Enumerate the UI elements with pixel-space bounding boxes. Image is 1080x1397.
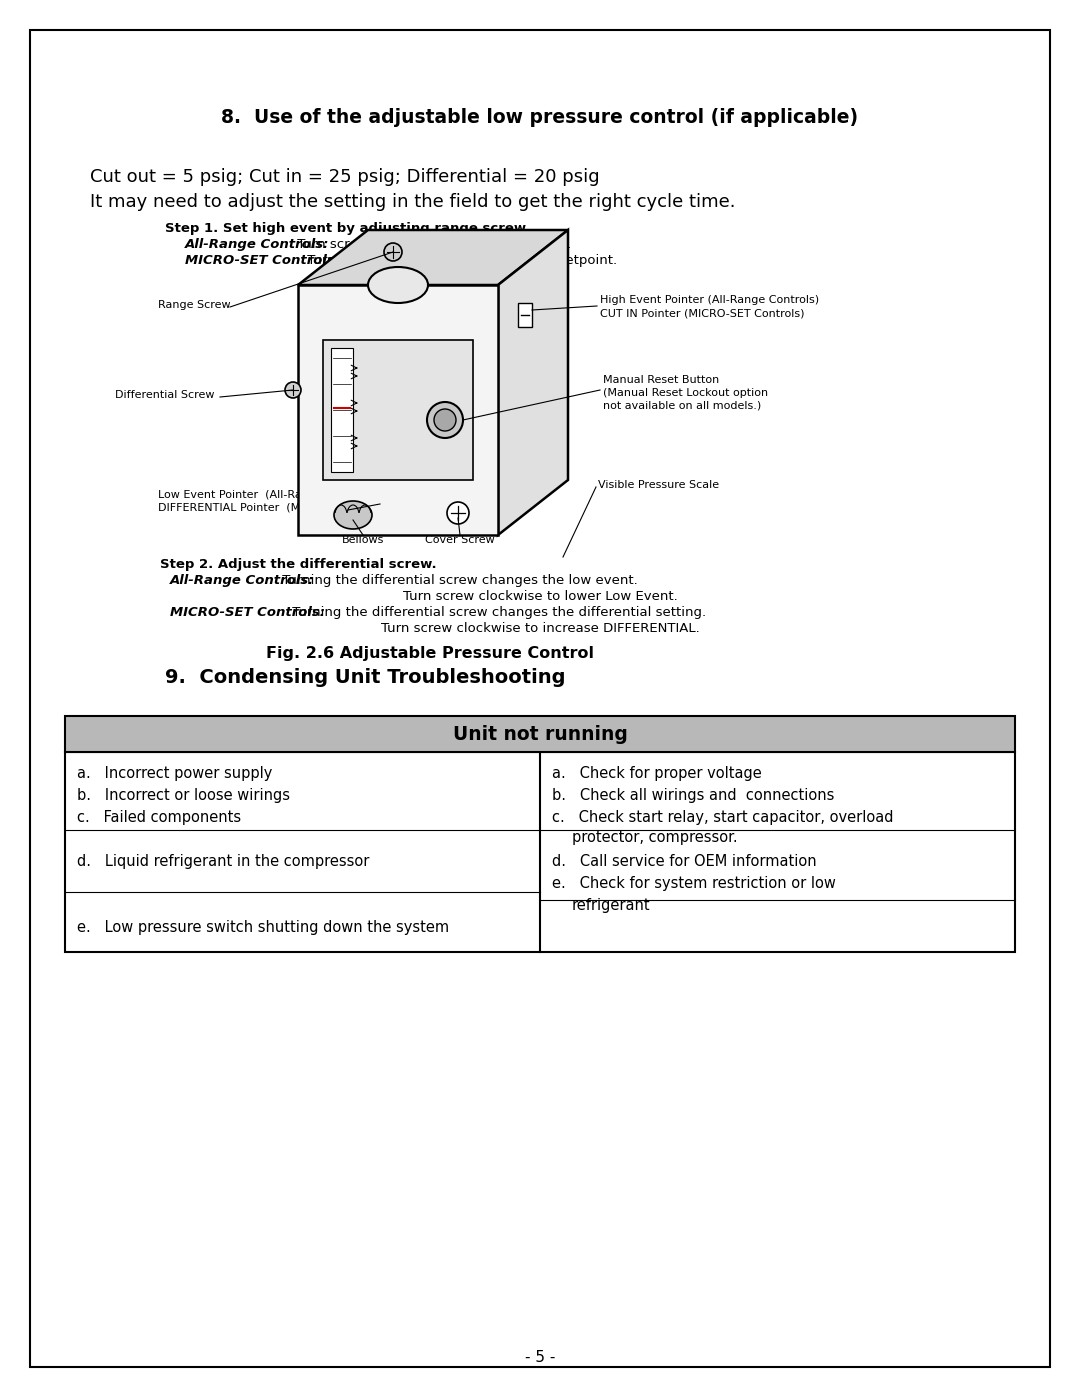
- Text: Turn screw clockwise to lower Low Event.: Turn screw clockwise to lower Low Event.: [403, 590, 677, 604]
- Text: b.   Check all wirings and  connections: b. Check all wirings and connections: [552, 788, 835, 803]
- Text: All-Range Controls:: All-Range Controls:: [170, 574, 314, 587]
- Text: Manual Reset Button: Manual Reset Button: [603, 374, 719, 386]
- Text: - 5 -: - 5 -: [525, 1350, 555, 1365]
- Text: 8.  Use of the adjustable low pressure control (if applicable): 8. Use of the adjustable low pressure co…: [221, 108, 859, 127]
- Text: e.   Low pressure switch shutting down the system: e. Low pressure switch shutting down the…: [77, 921, 449, 935]
- Bar: [518, 303, 532, 327]
- Text: (Manual Reset Lockout option: (Manual Reset Lockout option: [603, 388, 768, 398]
- Text: not available on all models.): not available on all models.): [603, 401, 761, 411]
- Text: Cover Screw: Cover Screw: [426, 535, 495, 545]
- Text: Range Screw: Range Screw: [158, 300, 231, 310]
- Text: Differential Screw: Differential Screw: [114, 390, 215, 400]
- Bar: [65, 717, 1015, 752]
- Text: Turn screw clockwise to increase DIFFERENTIAL.: Turn screw clockwise to increase DIFFERE…: [380, 622, 700, 636]
- Text: c.   Check start relay, start capacitor, overload: c. Check start relay, start capacitor, o…: [552, 810, 893, 826]
- Text: High Event Pointer (All-Range Controls): High Event Pointer (All-Range Controls): [600, 295, 819, 305]
- Text: MICRO-SET Controls:: MICRO-SET Controls:: [170, 606, 325, 619]
- Circle shape: [434, 409, 456, 432]
- Text: Step 1. Set high event by adjusting range screw.: Step 1. Set high event by adjusting rang…: [165, 222, 530, 235]
- Text: MICRO-SET Controls:: MICRO-SET Controls:: [185, 254, 340, 267]
- Text: Turn screw clockwise to lower CUT IN setpoint.: Turn screw clockwise to lower CUT IN set…: [303, 254, 617, 267]
- Ellipse shape: [368, 267, 428, 303]
- Text: Unit not running: Unit not running: [453, 725, 627, 743]
- Bar: [323, 339, 473, 481]
- Circle shape: [427, 402, 463, 439]
- Polygon shape: [498, 231, 568, 535]
- Text: Cut out = 5 psig; Cut in = 25 psig; Differential = 20 psig: Cut out = 5 psig; Cut in = 25 psig; Diff…: [90, 168, 599, 186]
- Circle shape: [447, 502, 469, 524]
- Bar: [65, 752, 1015, 951]
- Polygon shape: [298, 231, 568, 285]
- Text: b.   Incorrect or loose wirings: b. Incorrect or loose wirings: [77, 788, 291, 803]
- Text: All-Range Controls:: All-Range Controls:: [185, 237, 329, 251]
- Text: Turn screw clockwise to raise high event.: Turn screw clockwise to raise high event…: [293, 237, 571, 251]
- Text: protector, compressor.: protector, compressor.: [572, 830, 738, 845]
- Text: a.   Incorrect power supply: a. Incorrect power supply: [77, 766, 272, 781]
- Text: It may need to adjust the setting in the field to get the right cycle time.: It may need to adjust the setting in the…: [90, 193, 735, 211]
- Text: Fig. 2.6 Adjustable Pressure Control: Fig. 2.6 Adjustable Pressure Control: [266, 645, 594, 661]
- Text: CUT IN Pointer (MICRO-SET Controls): CUT IN Pointer (MICRO-SET Controls): [600, 307, 805, 319]
- Text: DIFFERENTIAL Pointer  (MICRO-SET Controls): DIFFERENTIAL Pointer (MICRO-SET Controls…: [158, 503, 407, 513]
- Text: e.   Check for system restriction or low: e. Check for system restriction or low: [552, 876, 836, 891]
- Text: Turning the differential screw changes the differential setting.: Turning the differential screw changes t…: [288, 606, 706, 619]
- Circle shape: [384, 243, 402, 261]
- Text: c.   Failed components: c. Failed components: [77, 810, 241, 826]
- Text: Low Event Pointer  (All-Range Controls): Low Event Pointer (All-Range Controls): [158, 490, 377, 500]
- Text: d.   Call service for OEM information: d. Call service for OEM information: [552, 854, 816, 869]
- Text: Bellows: Bellows: [341, 535, 384, 545]
- Text: 9.  Condensing Unit Troubleshooting: 9. Condensing Unit Troubleshooting: [165, 668, 566, 687]
- Circle shape: [285, 381, 301, 398]
- Text: Visible Pressure Scale: Visible Pressure Scale: [598, 481, 719, 490]
- Text: refrigerant: refrigerant: [572, 898, 650, 914]
- Text: a.   Check for proper voltage: a. Check for proper voltage: [552, 766, 761, 781]
- Text: Turning the differential screw changes the low event.: Turning the differential screw changes t…: [278, 574, 638, 587]
- Polygon shape: [298, 285, 498, 535]
- Ellipse shape: [334, 502, 372, 529]
- Text: d.   Liquid refrigerant in the compressor: d. Liquid refrigerant in the compressor: [77, 854, 369, 869]
- Bar: [330, 348, 353, 472]
- Text: Step 2. Adjust the differential screw.: Step 2. Adjust the differential screw.: [160, 557, 436, 571]
